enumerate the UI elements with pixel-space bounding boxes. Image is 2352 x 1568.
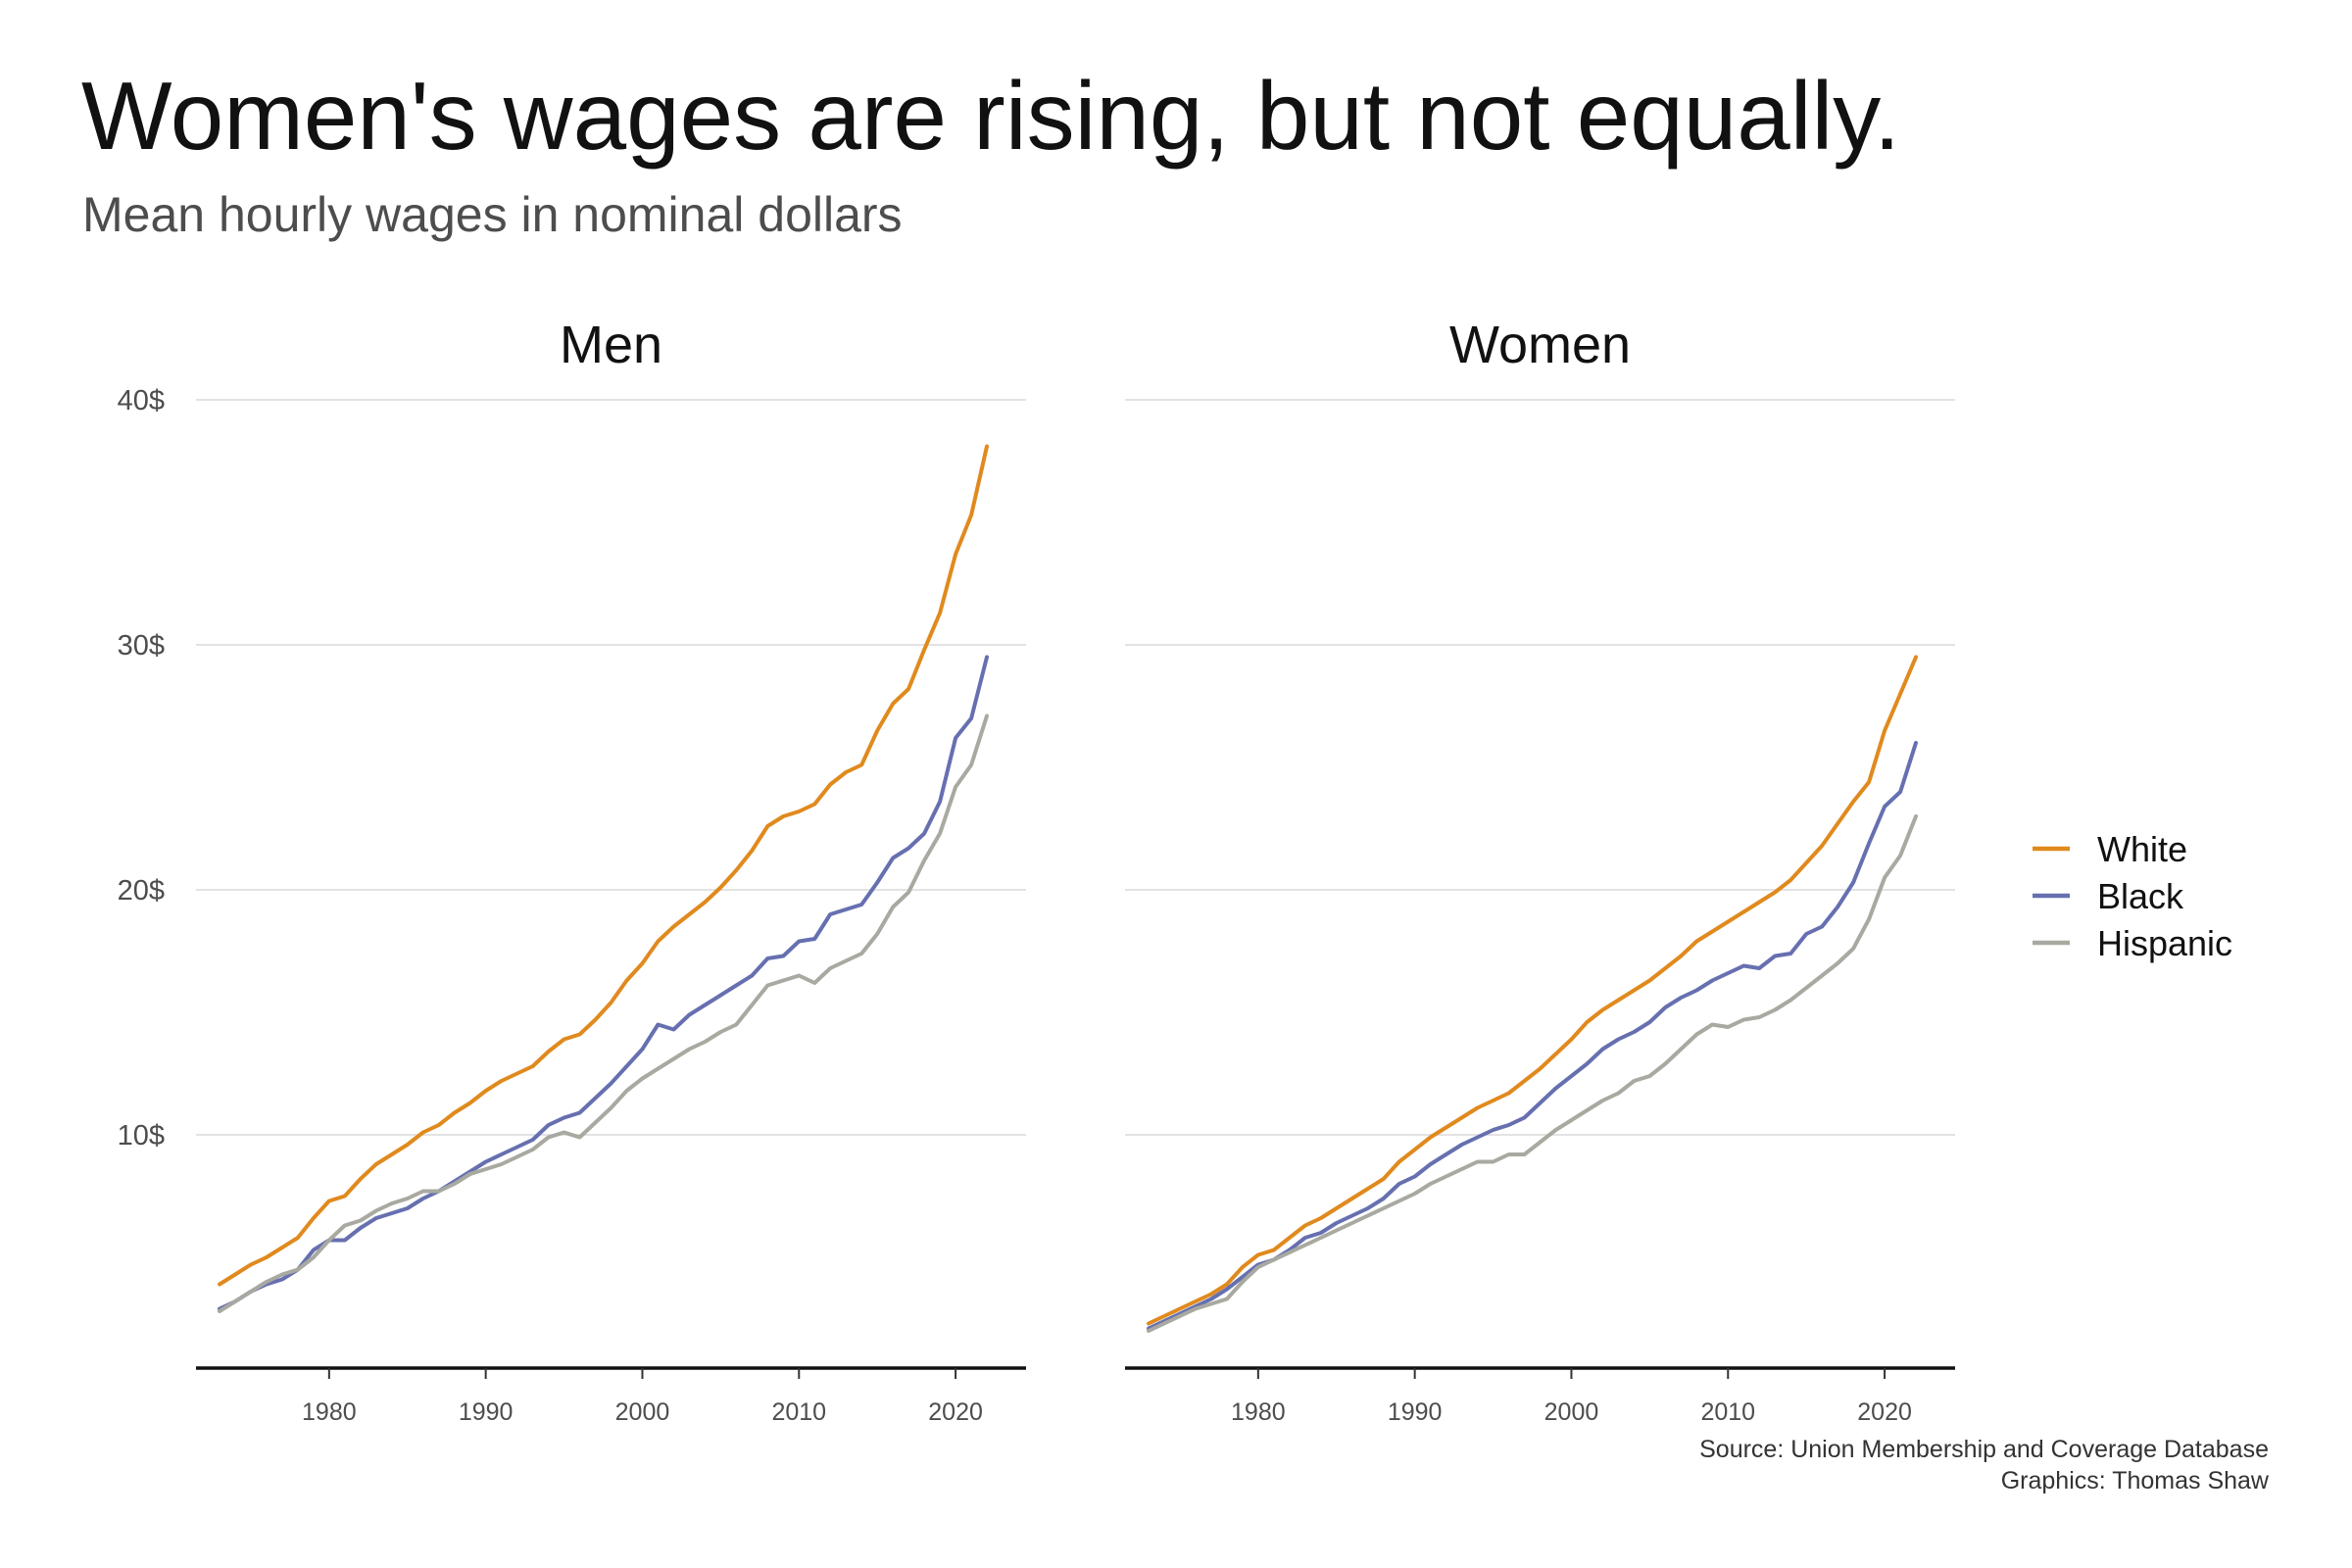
x-tick-label: 2010	[1700, 1398, 1755, 1426]
series-line-black-men	[218, 655, 989, 1311]
y-tick-label: 40$	[118, 385, 165, 416]
x-tick-label: 2020	[928, 1398, 983, 1426]
legend-label-black: Black	[2097, 876, 2184, 916]
x-tick-label: 2000	[1544, 1398, 1599, 1426]
caption: Source: Union Membership and Coverage Da…	[1699, 1434, 2269, 1496]
x-tick-label: 1990	[1388, 1398, 1443, 1426]
legend-label-hispanic: Hispanic	[2097, 923, 2232, 963]
x-tick-label: 2010	[771, 1398, 826, 1426]
series-line-hispanic-men	[218, 713, 989, 1313]
series-line-black-women	[1147, 741, 1918, 1331]
legend-label-white: White	[2097, 829, 2187, 869]
chart-title: Women's wages are rising, but not equall…	[81, 62, 1901, 170]
chart-subtitle: Mean hourly wages in nominal dollars	[82, 187, 903, 242]
series-line-white-women	[1147, 655, 1918, 1326]
facet-label-men: Men	[560, 316, 662, 374]
series-line-hispanic-women	[1147, 814, 1918, 1333]
panel-men: 10$ 20$ 30$ 40$ 1980 1990 2000 2010 2020 Men	[118, 316, 1026, 1426]
panel-women: 1980 1990 2000 2010 2020 Women	[1125, 316, 1955, 1426]
x-tick-label: 1990	[459, 1398, 514, 1426]
legend: White Black Hispanic	[2033, 829, 2232, 963]
y-tick-label: 10$	[118, 1120, 165, 1152]
caption-graphics: Graphics: Thomas Shaw	[2000, 1467, 2269, 1494]
facet-label-women: Women	[1449, 316, 1631, 374]
x-tick-label: 1980	[302, 1398, 357, 1426]
series-line-white-men	[218, 444, 989, 1287]
y-tick-label: 30$	[118, 630, 165, 662]
x-tick-label: 2000	[615, 1398, 670, 1426]
caption-source: Source: Union Membership and Coverage Da…	[1699, 1436, 2269, 1463]
y-tick-label: 20$	[118, 875, 165, 906]
x-tick-label: 1980	[1231, 1398, 1286, 1426]
x-tick-label: 2020	[1857, 1398, 1912, 1426]
